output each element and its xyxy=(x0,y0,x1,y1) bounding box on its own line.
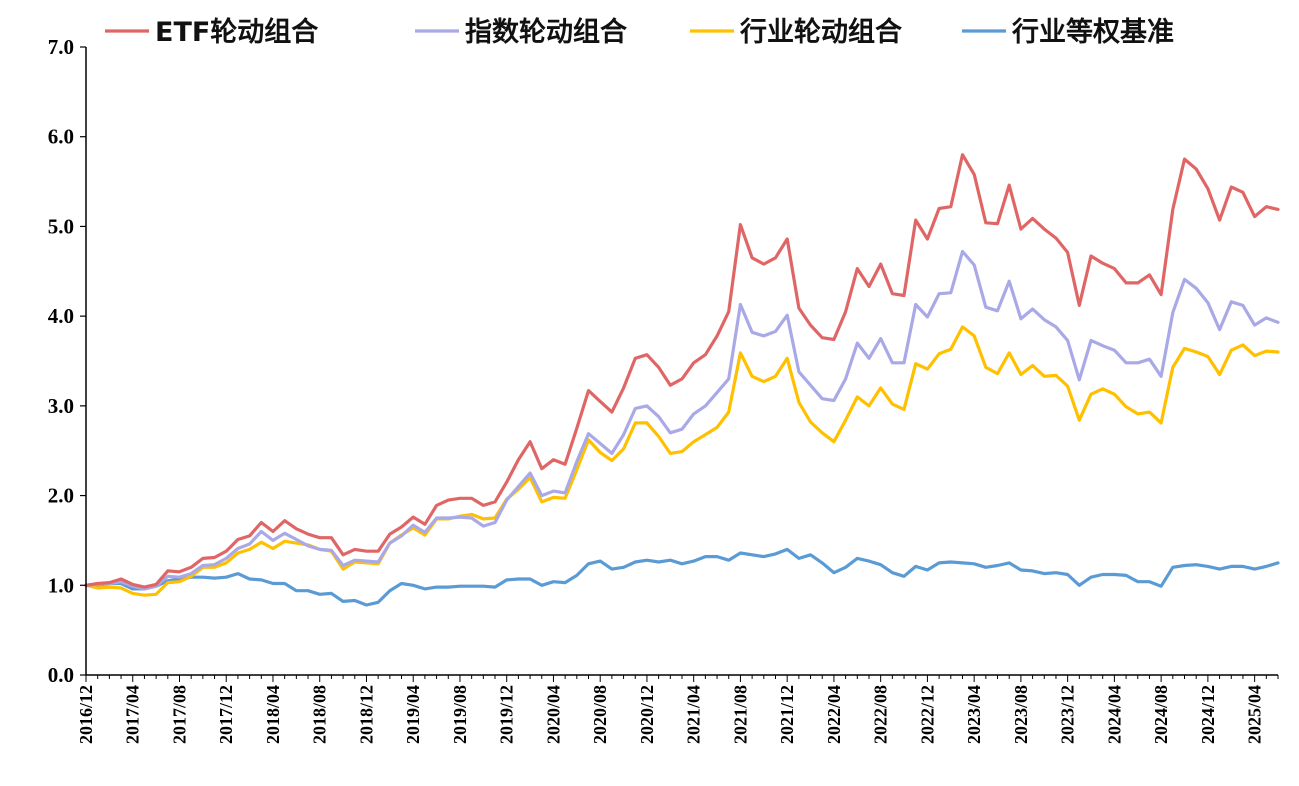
y-tick-label: 1.0 xyxy=(48,573,74,597)
x-tick-label: 2025/04 xyxy=(1245,685,1265,744)
legend-label: 指数轮动组合 xyxy=(465,16,627,48)
legend-label: 行业等权基准 xyxy=(1011,16,1174,48)
x-tick-label: 2021/12 xyxy=(777,685,797,744)
x-tick-label: 2018/08 xyxy=(310,685,330,744)
legend-label: 行业轮动组合 xyxy=(739,16,902,48)
x-tick-label: 2019/08 xyxy=(450,685,470,744)
y-tick-label: 7.0 xyxy=(48,35,74,59)
x-tick-label: 2021/08 xyxy=(730,685,750,744)
x-tick-label: 2024/04 xyxy=(1104,685,1124,744)
x-axis-tick-labels: 2016/12 2017/04 2017/08 2017/12 2018/04 2018/… xyxy=(76,685,1265,744)
series-line-0 xyxy=(84,153,1280,589)
x-tick-label: 2022/08 xyxy=(871,685,891,744)
y-tick-label: 2.0 xyxy=(48,484,74,508)
x-tick-label: 2024/08 xyxy=(1151,685,1171,744)
series-lines xyxy=(84,153,1280,607)
x-tick-label: 2023/08 xyxy=(1011,685,1031,744)
series-line-3 xyxy=(84,547,1280,607)
y-tick-label: 0.0 xyxy=(48,663,74,687)
y-tick-label: 5.0 xyxy=(48,214,74,238)
x-tick-label: 2020/08 xyxy=(590,685,610,744)
x-tick-label: 2019/04 xyxy=(403,685,423,744)
x-tick-label: 2023/12 xyxy=(1058,685,1078,744)
x-tick-label: 2018/04 xyxy=(263,685,283,744)
x-tick-label: 2016/12 xyxy=(76,685,96,744)
series-line-2 xyxy=(84,325,1280,597)
axes xyxy=(80,46,1279,682)
y-tick-label: 6.0 xyxy=(48,125,74,149)
y-axis-tick-labels: 0.0 1.0 2.0 3.0 4.0 5.0 6.0 7.0 xyxy=(48,35,74,687)
x-tick-label: 2020/04 xyxy=(543,685,563,744)
x-tick-label: 2017/04 xyxy=(123,685,143,744)
x-tick-label: 2020/12 xyxy=(637,685,657,744)
y-tick-label: 3.0 xyxy=(48,394,74,418)
legend: ETF轮动组合 指数轮动组合 行业轮动组合 行业等权基准 xyxy=(105,16,1174,48)
x-tick-label: 2021/04 xyxy=(684,685,704,744)
x-tick-label: 2019/12 xyxy=(497,685,517,744)
x-tick-label: 2017/12 xyxy=(216,685,236,744)
x-tick-label: 2024/12 xyxy=(1198,685,1218,744)
x-tick-label: 2018/12 xyxy=(356,685,376,744)
x-tick-label: 2022/12 xyxy=(917,685,937,744)
legend-label: ETF轮动组合 xyxy=(155,16,318,48)
series-line-1 xyxy=(84,249,1280,591)
y-tick-label: 4.0 xyxy=(48,304,74,328)
x-tick-label: 2017/08 xyxy=(169,685,189,744)
x-tick-label: 2023/04 xyxy=(964,685,984,744)
x-tick-label: 2022/04 xyxy=(824,685,844,744)
